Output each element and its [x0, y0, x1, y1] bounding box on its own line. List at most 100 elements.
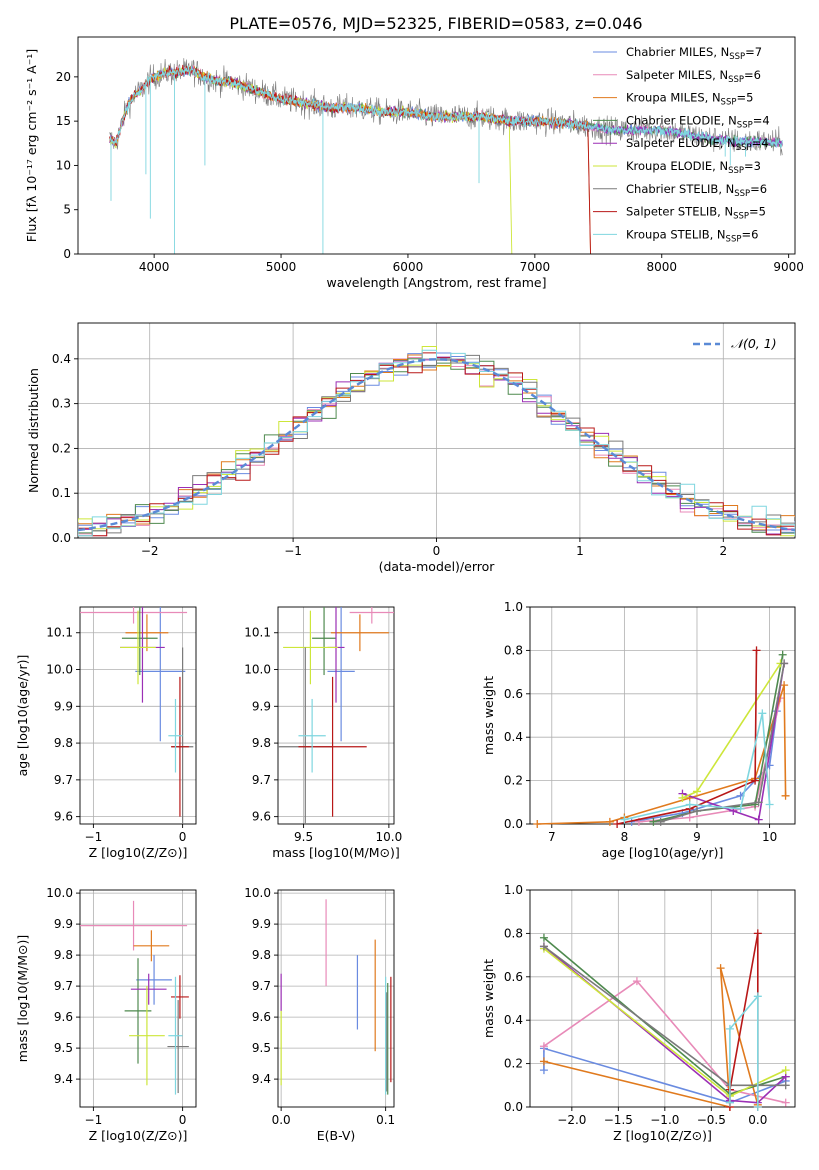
x-tick-label: 9.5: [294, 830, 313, 844]
y-tick-label: 0.3: [52, 397, 71, 411]
x-tick-label: 7: [548, 830, 556, 844]
y-tick-label: 0.4: [504, 730, 523, 744]
series-line: [543, 945, 787, 1104]
y-tick-label: 9.8: [252, 948, 271, 962]
x-axis-label: Z [log10(Z/Z⊙)]: [89, 845, 188, 860]
legend-label: Salpeter ELODIE, NSSP=4: [626, 136, 769, 153]
legend-text: Chabrier ELODIE, N: [626, 113, 737, 127]
data-point: [685, 800, 694, 809]
reference-curve: [78, 358, 795, 532]
data-point: [751, 776, 760, 785]
legend-subscript: SSP: [726, 234, 742, 244]
legend-text: Kroupa ELODIE, N: [626, 159, 728, 173]
y-tick-label: 0.0: [52, 531, 71, 545]
y-tick-label: 9.4: [252, 1072, 271, 1086]
axes-frame: [79, 606, 197, 825]
data-point: [753, 992, 762, 1001]
legend-text: =7: [745, 45, 762, 59]
x-tick-label: 0: [179, 1113, 187, 1127]
legend-subscript: SSP: [721, 98, 737, 108]
x-tick-label: 8: [621, 830, 629, 844]
data-point: [716, 964, 725, 973]
series-line: [109, 66, 783, 148]
data-point: [539, 933, 548, 942]
x-tick-label: −0.5: [697, 1113, 726, 1127]
weight-vs-age-panel: 7 8 9 10 0.0 0.2 0.4 0.6 0.8 1.0 age [log10(age/yr…: [481, 600, 796, 860]
y-tick-label: 1.0: [504, 883, 523, 897]
y-tick-label: 9.6: [54, 810, 73, 824]
y-tick-label: 0.8: [504, 643, 523, 657]
data-point: [632, 977, 641, 986]
series-line: [616, 650, 758, 825]
legend-text: =4: [752, 136, 769, 150]
x-tick-label: 8000: [646, 260, 677, 274]
x-tick-label: 0.0: [748, 1113, 767, 1127]
y-axis-label: mass weight: [481, 676, 496, 755]
legend-text: =6: [750, 182, 767, 196]
x-axis-label: E(B-V): [317, 1128, 356, 1143]
legend-label: Chabrier STELIB, NSSP=6: [626, 182, 767, 199]
legend-subscript: SSP: [736, 143, 752, 153]
legend-label: Chabrier MILES, NSSP=7: [626, 45, 762, 62]
legend-text: =5: [736, 91, 753, 105]
y-tick-label: 9.7: [54, 979, 73, 993]
y-tick-label: 0.2: [504, 774, 523, 788]
y-tick-label: 9.7: [252, 773, 271, 787]
x-tick-label: 0: [179, 830, 187, 844]
data-point: [613, 820, 622, 828]
y-tick-label: 15: [56, 114, 71, 128]
data-point: [539, 1042, 548, 1051]
data-point: [539, 1057, 548, 1066]
y-tick-label: 1.0: [504, 600, 523, 614]
y-tick-label: 9.8: [252, 736, 271, 750]
legend-text: =4: [753, 113, 770, 127]
data-point: [725, 1098, 734, 1107]
y-axis-label: Flux [fλ 10⁻¹⁷ erg cm⁻² s⁻¹ A⁻¹]: [24, 49, 39, 242]
y-tick-label: 10.1: [46, 626, 73, 640]
data-point: [753, 929, 762, 938]
y-tick-label: 9.6: [252, 1010, 271, 1024]
y-tick-label: 9.7: [252, 979, 271, 993]
x-tick-label: 0.0: [272, 1113, 291, 1127]
y-tick-label: 0.6: [504, 687, 523, 701]
legend-label: Kroupa ELODIE, NSSP=3: [626, 159, 761, 176]
legend-label: Kroupa MILES, NSSP=5: [626, 91, 753, 108]
x-tick-label: −1.0: [650, 1113, 679, 1127]
data-point: [753, 1103, 762, 1111]
data-point: [649, 817, 658, 826]
legend-label: Kroupa STELIB, NSSP=6: [626, 227, 758, 244]
x-tick-label: −2: [141, 544, 159, 558]
legend-text: =6: [741, 227, 758, 241]
data-point: [754, 815, 763, 824]
legend-text: Chabrier MILES, N: [626, 45, 729, 59]
x-tick-label: −1: [85, 830, 103, 844]
legend-subscript: SSP: [733, 212, 749, 222]
legend-label: Salpeter MILES, NSSP=6: [626, 68, 761, 85]
errorbar-group: [80, 900, 189, 1095]
axes-frame: [529, 889, 796, 1108]
axes-frame: [277, 889, 395, 1108]
x-tick-label: 5000: [266, 260, 297, 274]
errorbar-group: [278, 607, 394, 824]
legend-text: Kroupa STELIB, N: [626, 227, 726, 241]
axes-frame: [79, 889, 197, 1108]
y-axis-label: mass weight: [481, 959, 496, 1038]
spectrum-panel: 4000 5000 6000 7000 8000 9000 0 5 10 15 20 waveleng…: [24, 36, 804, 290]
x-tick-label: 2: [719, 544, 727, 558]
axes-frame: [529, 606, 796, 825]
x-axis-label: wavelength [Angstrom, rest frame]: [326, 275, 546, 290]
data-point: [533, 820, 542, 828]
series-line: [109, 64, 591, 254]
x-axis-label: (data-model)/error: [379, 559, 496, 574]
x-tick-label: 6000: [393, 260, 424, 274]
y-tick-label: 9.9: [54, 917, 73, 931]
y-tick-label: 9.8: [54, 736, 73, 750]
y-axis-label: age [log10(age/yr)]: [15, 655, 30, 777]
y-tick-label: 9.5: [252, 1041, 271, 1055]
legend-text: Kroupa MILES, N: [626, 91, 721, 105]
x-axis-label: Z [log10(Z/Z⊙)]: [613, 1128, 712, 1143]
series-line: [682, 663, 785, 821]
legend-label: Chabrier ELODIE, NSSP=4: [626, 113, 770, 130]
data-point: [692, 806, 701, 815]
mass-vs-Z-panel: −1 0 9.4 9.5 9.6 9.7 9.8 9.9 10.0 Z [log10(Z/Z⊙)]…: [15, 886, 197, 1143]
